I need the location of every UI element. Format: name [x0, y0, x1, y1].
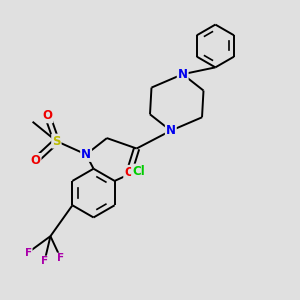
Text: Cl: Cl — [132, 165, 145, 178]
Text: O: O — [31, 154, 40, 167]
Text: N: N — [81, 148, 91, 161]
Text: N: N — [178, 68, 188, 81]
Text: S: S — [52, 135, 61, 148]
Text: N: N — [166, 124, 176, 137]
Text: F: F — [25, 248, 32, 257]
Text: F: F — [41, 256, 48, 266]
Text: O: O — [43, 109, 52, 122]
Text: O: O — [124, 166, 134, 179]
Text: F: F — [57, 254, 64, 263]
